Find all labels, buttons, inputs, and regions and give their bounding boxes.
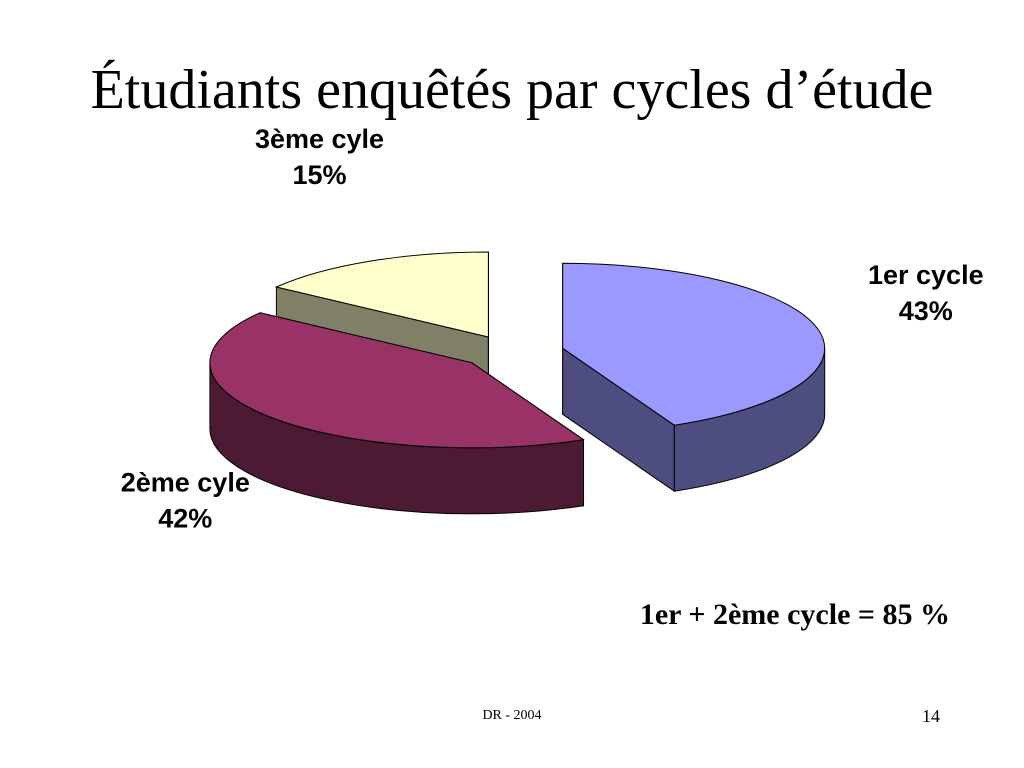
slice-percent-0: 43% bbox=[899, 296, 953, 326]
summary-text: 1er + 2ème cycle = 85 % bbox=[639, 598, 950, 631]
slide-title: Étudiants enquêtés par cycles d’étude bbox=[90, 59, 934, 121]
slice-0-top bbox=[562, 262, 826, 426]
slice-2-top bbox=[274, 251, 489, 338]
footer-text: DR - 2004 bbox=[482, 708, 542, 723]
slice-1-top bbox=[209, 312, 585, 449]
slice-label-1: 2ème cyle bbox=[121, 468, 250, 498]
page-number: 14 bbox=[922, 706, 940, 726]
slice-label-2: 3ème cyle bbox=[255, 124, 384, 154]
slice-percent-2: 15% bbox=[292, 160, 346, 190]
slice-label-0: 1er cycle bbox=[868, 260, 984, 290]
slice-percent-1: 42% bbox=[158, 504, 212, 534]
